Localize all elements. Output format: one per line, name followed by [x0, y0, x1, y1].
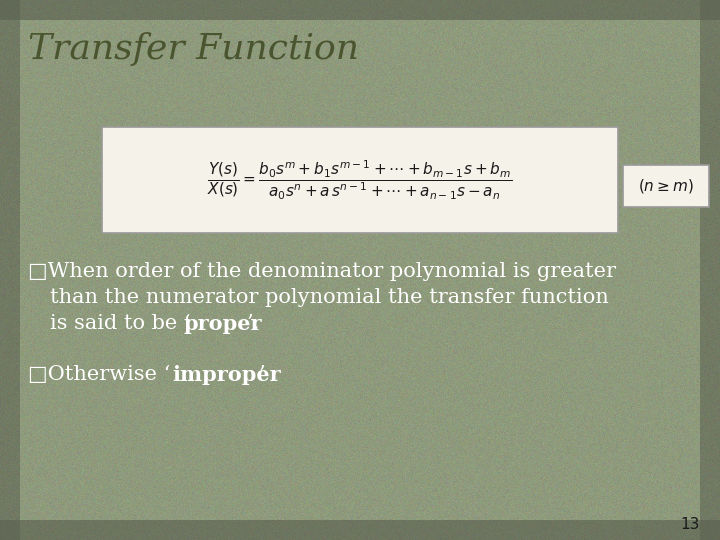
FancyBboxPatch shape — [0, 0, 20, 540]
FancyBboxPatch shape — [700, 0, 720, 540]
Text: ’: ’ — [259, 365, 266, 384]
Text: improper: improper — [172, 365, 281, 385]
Text: □When order of the denominator polynomial is greater: □When order of the denominator polynomia… — [28, 262, 616, 281]
Text: $\dfrac{Y(s)}{X(s)} = \dfrac{b_0 s^m + b_1 s^{m-1} + \cdots + b_{m-1}s + b_m}{a_: $\dfrac{Y(s)}{X(s)} = \dfrac{b_0 s^m + b… — [207, 158, 513, 202]
FancyBboxPatch shape — [0, 0, 720, 20]
Text: is said to be ‘: is said to be ‘ — [50, 314, 191, 333]
Text: $(n \geq m)$: $(n \geq m)$ — [638, 177, 694, 195]
Text: than the numerator polynomial the transfer function: than the numerator polynomial the transf… — [50, 288, 608, 307]
Text: 13: 13 — [680, 517, 700, 532]
Text: □Otherwise ‘: □Otherwise ‘ — [28, 365, 170, 384]
FancyBboxPatch shape — [0, 520, 720, 540]
Text: Transfer Function: Transfer Function — [28, 32, 359, 66]
Text: ’.: ’. — [246, 314, 259, 333]
Text: proper: proper — [183, 314, 261, 334]
FancyBboxPatch shape — [623, 165, 709, 207]
FancyBboxPatch shape — [102, 127, 618, 233]
FancyBboxPatch shape — [20, 20, 700, 520]
